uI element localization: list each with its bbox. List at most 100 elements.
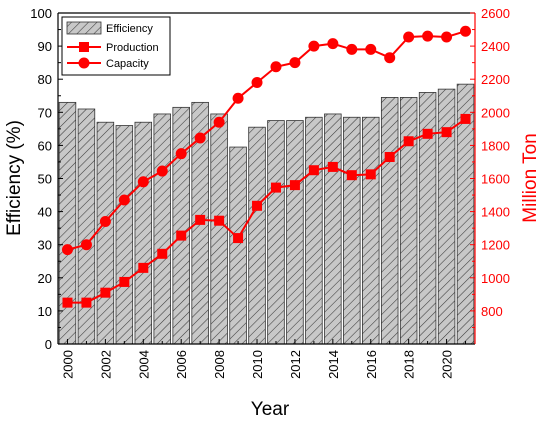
production-point-2012	[289, 180, 300, 191]
efficiency-bar-2001	[77, 108, 96, 345]
production-point-2011	[270, 182, 281, 193]
capacity-point-2010	[251, 77, 263, 89]
left-axis-title: Efficiency (%)	[4, 120, 25, 236]
left-tick-label-40: 40	[38, 205, 52, 220]
efficiency-bar-2012	[286, 120, 304, 345]
production-point-2014	[327, 161, 338, 172]
efficiency-bar-2004	[134, 121, 153, 345]
capacity-point-2015	[346, 43, 358, 55]
efficiency-bar-2017	[380, 97, 399, 345]
efficiency-bar-2008	[210, 113, 228, 345]
left-tick-label-20: 20	[38, 271, 52, 286]
right-tick-label-2400: 2400	[481, 39, 510, 54]
production-point-2018	[403, 136, 414, 147]
capacity-point-2008	[213, 116, 225, 128]
right-tick-label-1200: 1200	[481, 238, 510, 253]
capacity-point-2007	[194, 132, 206, 144]
efficiency-bar-2016	[362, 116, 380, 345]
x-tick-label-2012: 2012	[288, 350, 303, 379]
production-point-2008	[214, 215, 225, 226]
x-axis-title: Year	[251, 399, 290, 420]
efficiency-bar-2015	[343, 116, 361, 345]
production-point-2002	[100, 287, 111, 298]
right-tick-label-2000: 2000	[481, 105, 510, 120]
x-tick-label-2010: 2010	[250, 350, 265, 379]
right-tick-label-1800: 1800	[481, 138, 510, 153]
production-point-2017	[384, 151, 395, 162]
capacity-point-2003	[118, 194, 130, 206]
legend-marker-capacity	[78, 57, 90, 69]
production-point-2015	[346, 170, 357, 181]
x-tick-label-2006: 2006	[174, 350, 189, 379]
x-tick-label-2008: 2008	[212, 350, 227, 379]
production-point-2001	[81, 297, 92, 308]
left-tick-label-90: 90	[38, 39, 52, 54]
legend-marker-production	[79, 42, 89, 52]
legend: Efficiency Production Capacity	[61, 16, 171, 76]
left-tick-label-70: 70	[38, 105, 52, 120]
capacity-point-2016	[365, 43, 377, 55]
efficiency-bar-2005	[153, 113, 171, 345]
left-tick-label-100: 100	[30, 6, 52, 21]
production-point-2004	[138, 262, 149, 273]
capacity-point-2011	[270, 61, 282, 73]
right-tick-label-1600: 1600	[481, 172, 510, 187]
left-tick-label-50: 50	[38, 172, 52, 187]
capacity-point-2012	[289, 57, 301, 69]
right-tick-label-2600: 2600	[481, 6, 510, 21]
x-tick-label-2002: 2002	[98, 350, 113, 379]
efficiency-bar-2000	[58, 101, 77, 345]
capacity-point-2005	[156, 165, 168, 177]
efficiency-bar-2009	[229, 146, 247, 345]
production-point-2020	[441, 127, 452, 138]
efficiency-bar-2003	[115, 125, 134, 345]
production-point-2010	[252, 200, 263, 211]
right-tick-label-1400: 1400	[481, 205, 510, 220]
x-tick-label-2020: 2020	[440, 350, 455, 379]
left-tick-label-10: 10	[38, 304, 52, 319]
production-point-2006	[176, 230, 187, 241]
legend-swatch-efficiency	[66, 21, 102, 35]
right-axis-title: Million Ton	[520, 133, 541, 222]
production-point-2003	[119, 276, 130, 287]
efficiency-bar-2010	[248, 126, 266, 345]
left-tick-label-60: 60	[38, 138, 52, 153]
capacity-point-2013	[308, 40, 320, 52]
production-point-2009	[233, 233, 244, 244]
axes: 0 10 20 30 40 50 60 70 80 90 100 800 1000 1200 1400 160…	[30, 6, 510, 379]
production-point-2013	[308, 165, 319, 176]
production-point-2000	[62, 297, 73, 308]
efficiency-bar-2014	[324, 113, 342, 345]
efficiency-bar-2006	[172, 106, 190, 345]
efficiency-bar-2011	[267, 120, 285, 345]
capacity-point-2009	[232, 92, 244, 104]
capacity-line	[67, 30, 466, 251]
production-point-2021	[460, 113, 471, 124]
efficiency-bar-2013	[305, 116, 323, 345]
production-point-2016	[365, 169, 376, 180]
capacity-point-2002	[99, 216, 111, 228]
legend-label-capacity: Capacity	[106, 58, 149, 70]
capacity-point-2000	[61, 244, 73, 256]
x-tick-label-2004: 2004	[136, 350, 151, 379]
capacity-point-2020	[441, 31, 453, 43]
legend-label-efficiency: Efficiency	[106, 23, 153, 35]
left-tick-label-30: 30	[38, 238, 52, 253]
capacity-point-2004	[137, 176, 149, 188]
production-line	[67, 118, 467, 304]
right-tick-label-1000: 1000	[481, 271, 510, 286]
efficiency-bar-2002	[96, 121, 115, 345]
x-tick-label-2016: 2016	[364, 350, 379, 379]
x-tick-label-2000: 2000	[60, 350, 75, 379]
efficiency-bar-2018	[399, 97, 418, 345]
line-series	[61, 25, 472, 308]
capacity-point-2006	[175, 148, 187, 160]
capacity-point-2019	[422, 30, 434, 42]
x-tick-label-2014: 2014	[326, 350, 341, 379]
production-point-2007	[195, 214, 206, 225]
legend-label-production: Production	[106, 42, 159, 54]
capacity-point-2014	[327, 38, 339, 50]
efficiency-bars	[58, 83, 475, 345]
capacity-point-2021	[460, 25, 472, 37]
